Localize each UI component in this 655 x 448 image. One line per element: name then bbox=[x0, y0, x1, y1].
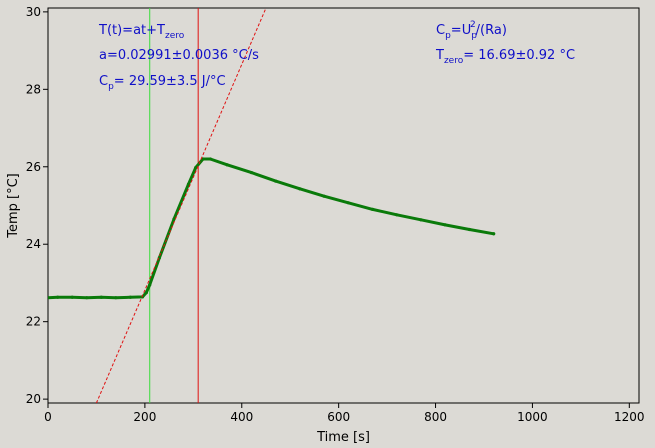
temperature-point-1 bbox=[56, 295, 60, 299]
temperature-point-17 bbox=[249, 170, 254, 175]
temperature-point-26 bbox=[467, 227, 472, 232]
fit-line-series bbox=[95, 8, 267, 403]
lines-layer bbox=[48, 8, 496, 403]
y-axis-label: Temp [°C] bbox=[6, 173, 21, 239]
annotation-cp-formula: Cp=Up2/(Ra) bbox=[436, 20, 507, 41]
x-tick-label-3: 600 bbox=[327, 410, 350, 424]
x-tick-label-6: 1200 bbox=[614, 410, 645, 424]
temperature-point-16 bbox=[225, 163, 229, 167]
plot-frame bbox=[47, 7, 640, 404]
temperature-point-6 bbox=[128, 295, 132, 299]
y-tick-label-1: 22 bbox=[26, 315, 41, 329]
annotation-heat-capacity: Cp= 29.59±3.5 J/°C bbox=[99, 74, 226, 92]
temperature-point-14 bbox=[201, 157, 205, 161]
x-axis-label: Time [s] bbox=[316, 430, 370, 445]
temperature-point-18 bbox=[274, 179, 278, 183]
annotation-tzero: Tzero= 16.69±0.92 °C bbox=[435, 48, 575, 66]
temperature-point-11 bbox=[172, 217, 176, 221]
ticks-layer: 0 200 400 600 800 1000 1200 20 22 24 26 28 30 bbox=[26, 5, 645, 424]
x-tick-label-5: 1000 bbox=[517, 410, 548, 424]
y-tick-label-2: 24 bbox=[26, 237, 41, 251]
temperature-point-15 bbox=[208, 157, 212, 161]
y-tick-label-3: 26 bbox=[26, 160, 41, 174]
x-tick-label-2: 400 bbox=[230, 410, 253, 424]
temperature-point-23 bbox=[395, 213, 399, 217]
temperature-point-9 bbox=[148, 283, 152, 287]
y-tick-label-4: 28 bbox=[26, 82, 41, 96]
temperature-point-3 bbox=[85, 296, 89, 300]
y-tick-label-5: 30 bbox=[26, 5, 41, 19]
temperature-point-25 bbox=[443, 223, 447, 227]
temperature-point-2 bbox=[70, 295, 74, 299]
y-tick-label-0: 20 bbox=[26, 392, 41, 406]
temperature-point-19 bbox=[298, 187, 302, 191]
temperature-point-12 bbox=[186, 182, 191, 186]
x-tick-label-1: 200 bbox=[133, 410, 156, 424]
annotation-model-formula: T(t)=at+Tzero bbox=[98, 23, 185, 41]
temperature-point-24 bbox=[419, 218, 423, 222]
temperature-point-5 bbox=[114, 296, 118, 300]
temperature-point-4 bbox=[99, 295, 103, 299]
temperature-series bbox=[48, 157, 496, 300]
temperature-point-8 bbox=[144, 291, 148, 295]
x-tick-label-4: 800 bbox=[424, 410, 447, 424]
temperature-point-0 bbox=[48, 296, 50, 300]
temperature-point-22 bbox=[370, 207, 375, 211]
temperature-point-13 bbox=[194, 165, 198, 170]
x-tick-label-0: 0 bbox=[44, 410, 52, 424]
temperature-point-27 bbox=[492, 232, 496, 236]
temperature-point-20 bbox=[322, 194, 326, 198]
temperature-point-21 bbox=[346, 201, 350, 205]
annotation-slope: a=0.02991±0.0036 °C/s bbox=[99, 48, 259, 63]
